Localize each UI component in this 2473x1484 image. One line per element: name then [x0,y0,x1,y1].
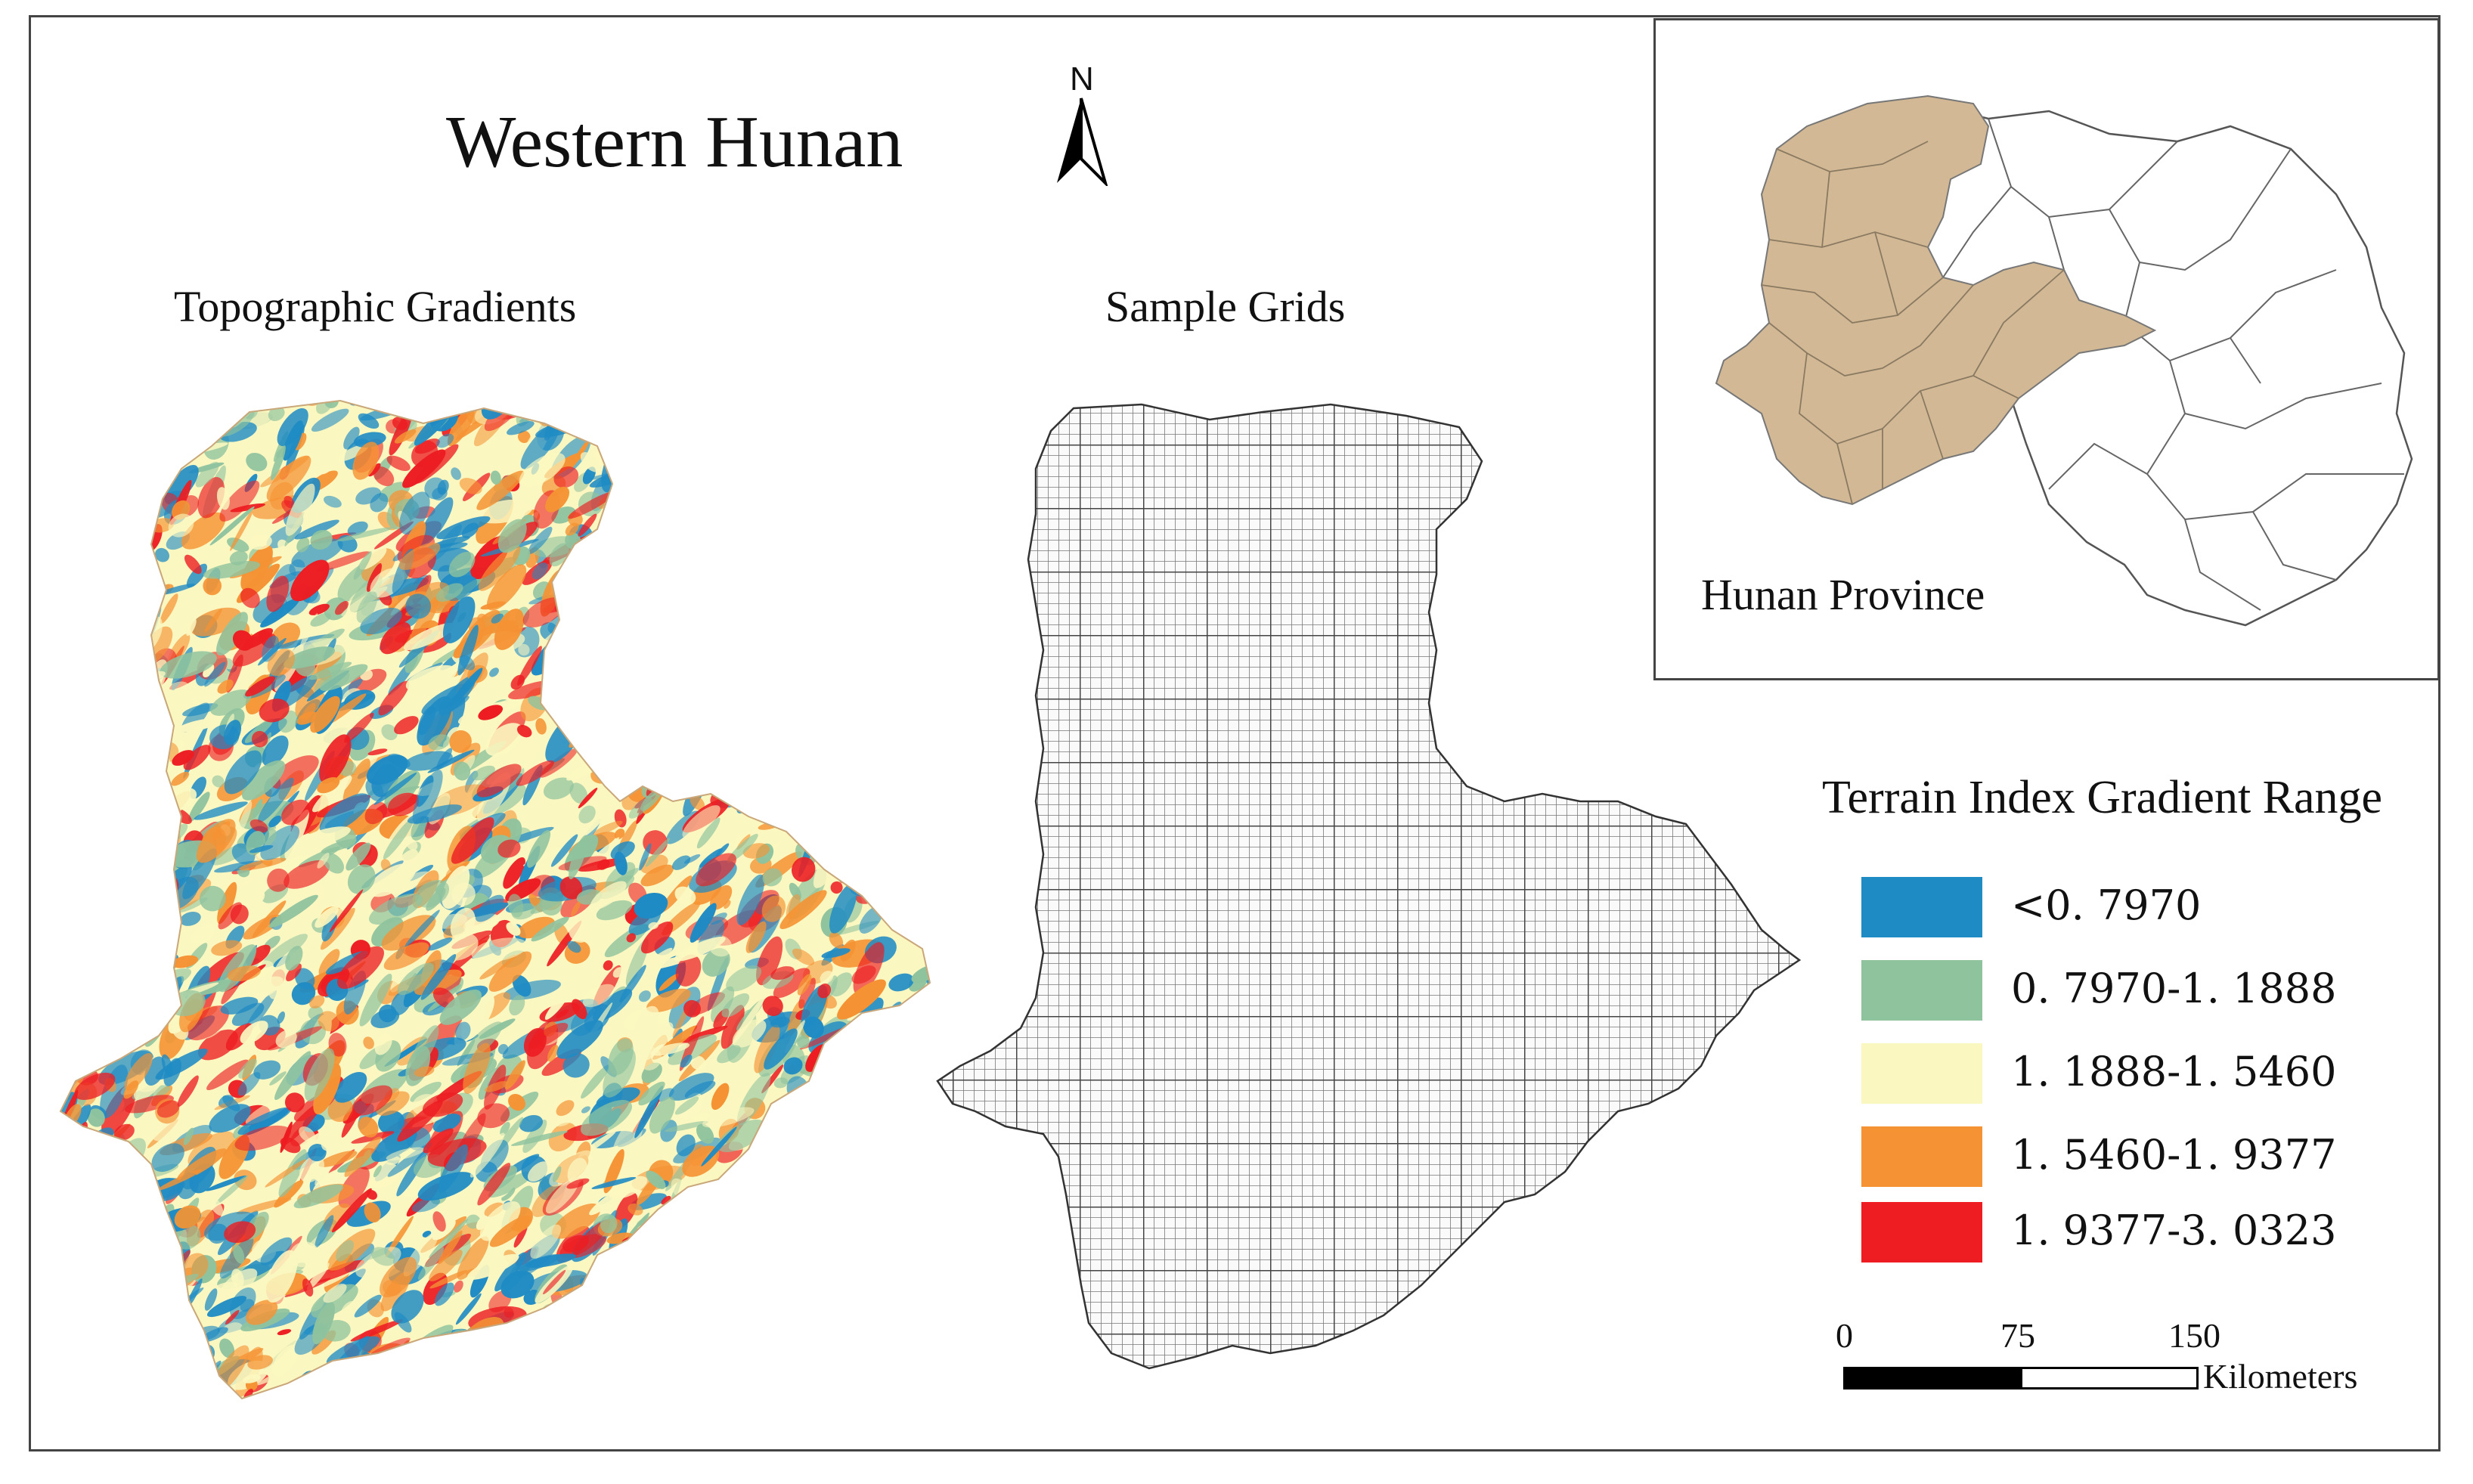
legend-title: Terrain Index Gradient Range [1822,772,2383,823]
legend-item: <0. 7970 [1861,877,2391,940]
legend-label: 1. 5460-1. 9377 [2011,1131,2337,1179]
western-hunan-outline-left [59,399,931,1400]
map-title: Western Hunan [446,101,903,183]
scale-tick-label: 150 [2168,1316,2220,1355]
legend-swatch [1861,1202,1982,1262]
legend-swatch [1861,960,1982,1021]
legend-label: 1. 9377-3. 0323 [2011,1207,2337,1254]
western-hunan-region [1715,94,2157,506]
scale-segment-white [2020,1367,2199,1390]
north-arrow-icon [1057,98,1108,186]
scale-unit: Kilometers [2203,1357,2358,1396]
scale-segment-black [1843,1367,2020,1390]
legend-swatch [1861,1126,1982,1187]
scale-bar: 0 75 150 Kilometers [1836,1315,2442,1414]
scale-tick-label: 75 [2000,1316,2035,1355]
legend-item: 1. 9377-3. 0323 [1861,1202,2391,1266]
legend-item: 1. 1888-1. 5460 [1861,1043,2391,1107]
hunan-province-map [1715,94,2413,627]
legend-swatch [1861,1043,1982,1104]
legend-item: 0. 7970-1. 1888 [1861,960,2391,1024]
western-county-lines [1761,141,2065,505]
legend-label: 1. 1888-1. 5460 [2011,1048,2337,1095]
inset-label: Hunan Province [1701,570,1985,619]
scale-tick-label: 0 [1836,1316,1853,1355]
north-label: N [1070,60,1094,98]
map-frame [29,15,2440,1451]
inset-map-panel: Hunan Province [1653,18,2440,680]
topographic-gradient-map [60,401,930,1399]
legend-label: 0. 7970-1. 1888 [2011,965,2337,1012]
legend-label: <0. 7970 [2011,881,2202,929]
western-hunan-outline-grid [936,403,1802,1370]
legend-swatch [1861,877,1982,937]
middle-panel-title: Sample Grids [1105,282,1346,331]
legend-item: 1. 5460-1. 9377 [1861,1126,2391,1190]
left-panel-title: Topographic Gradients [174,282,577,331]
